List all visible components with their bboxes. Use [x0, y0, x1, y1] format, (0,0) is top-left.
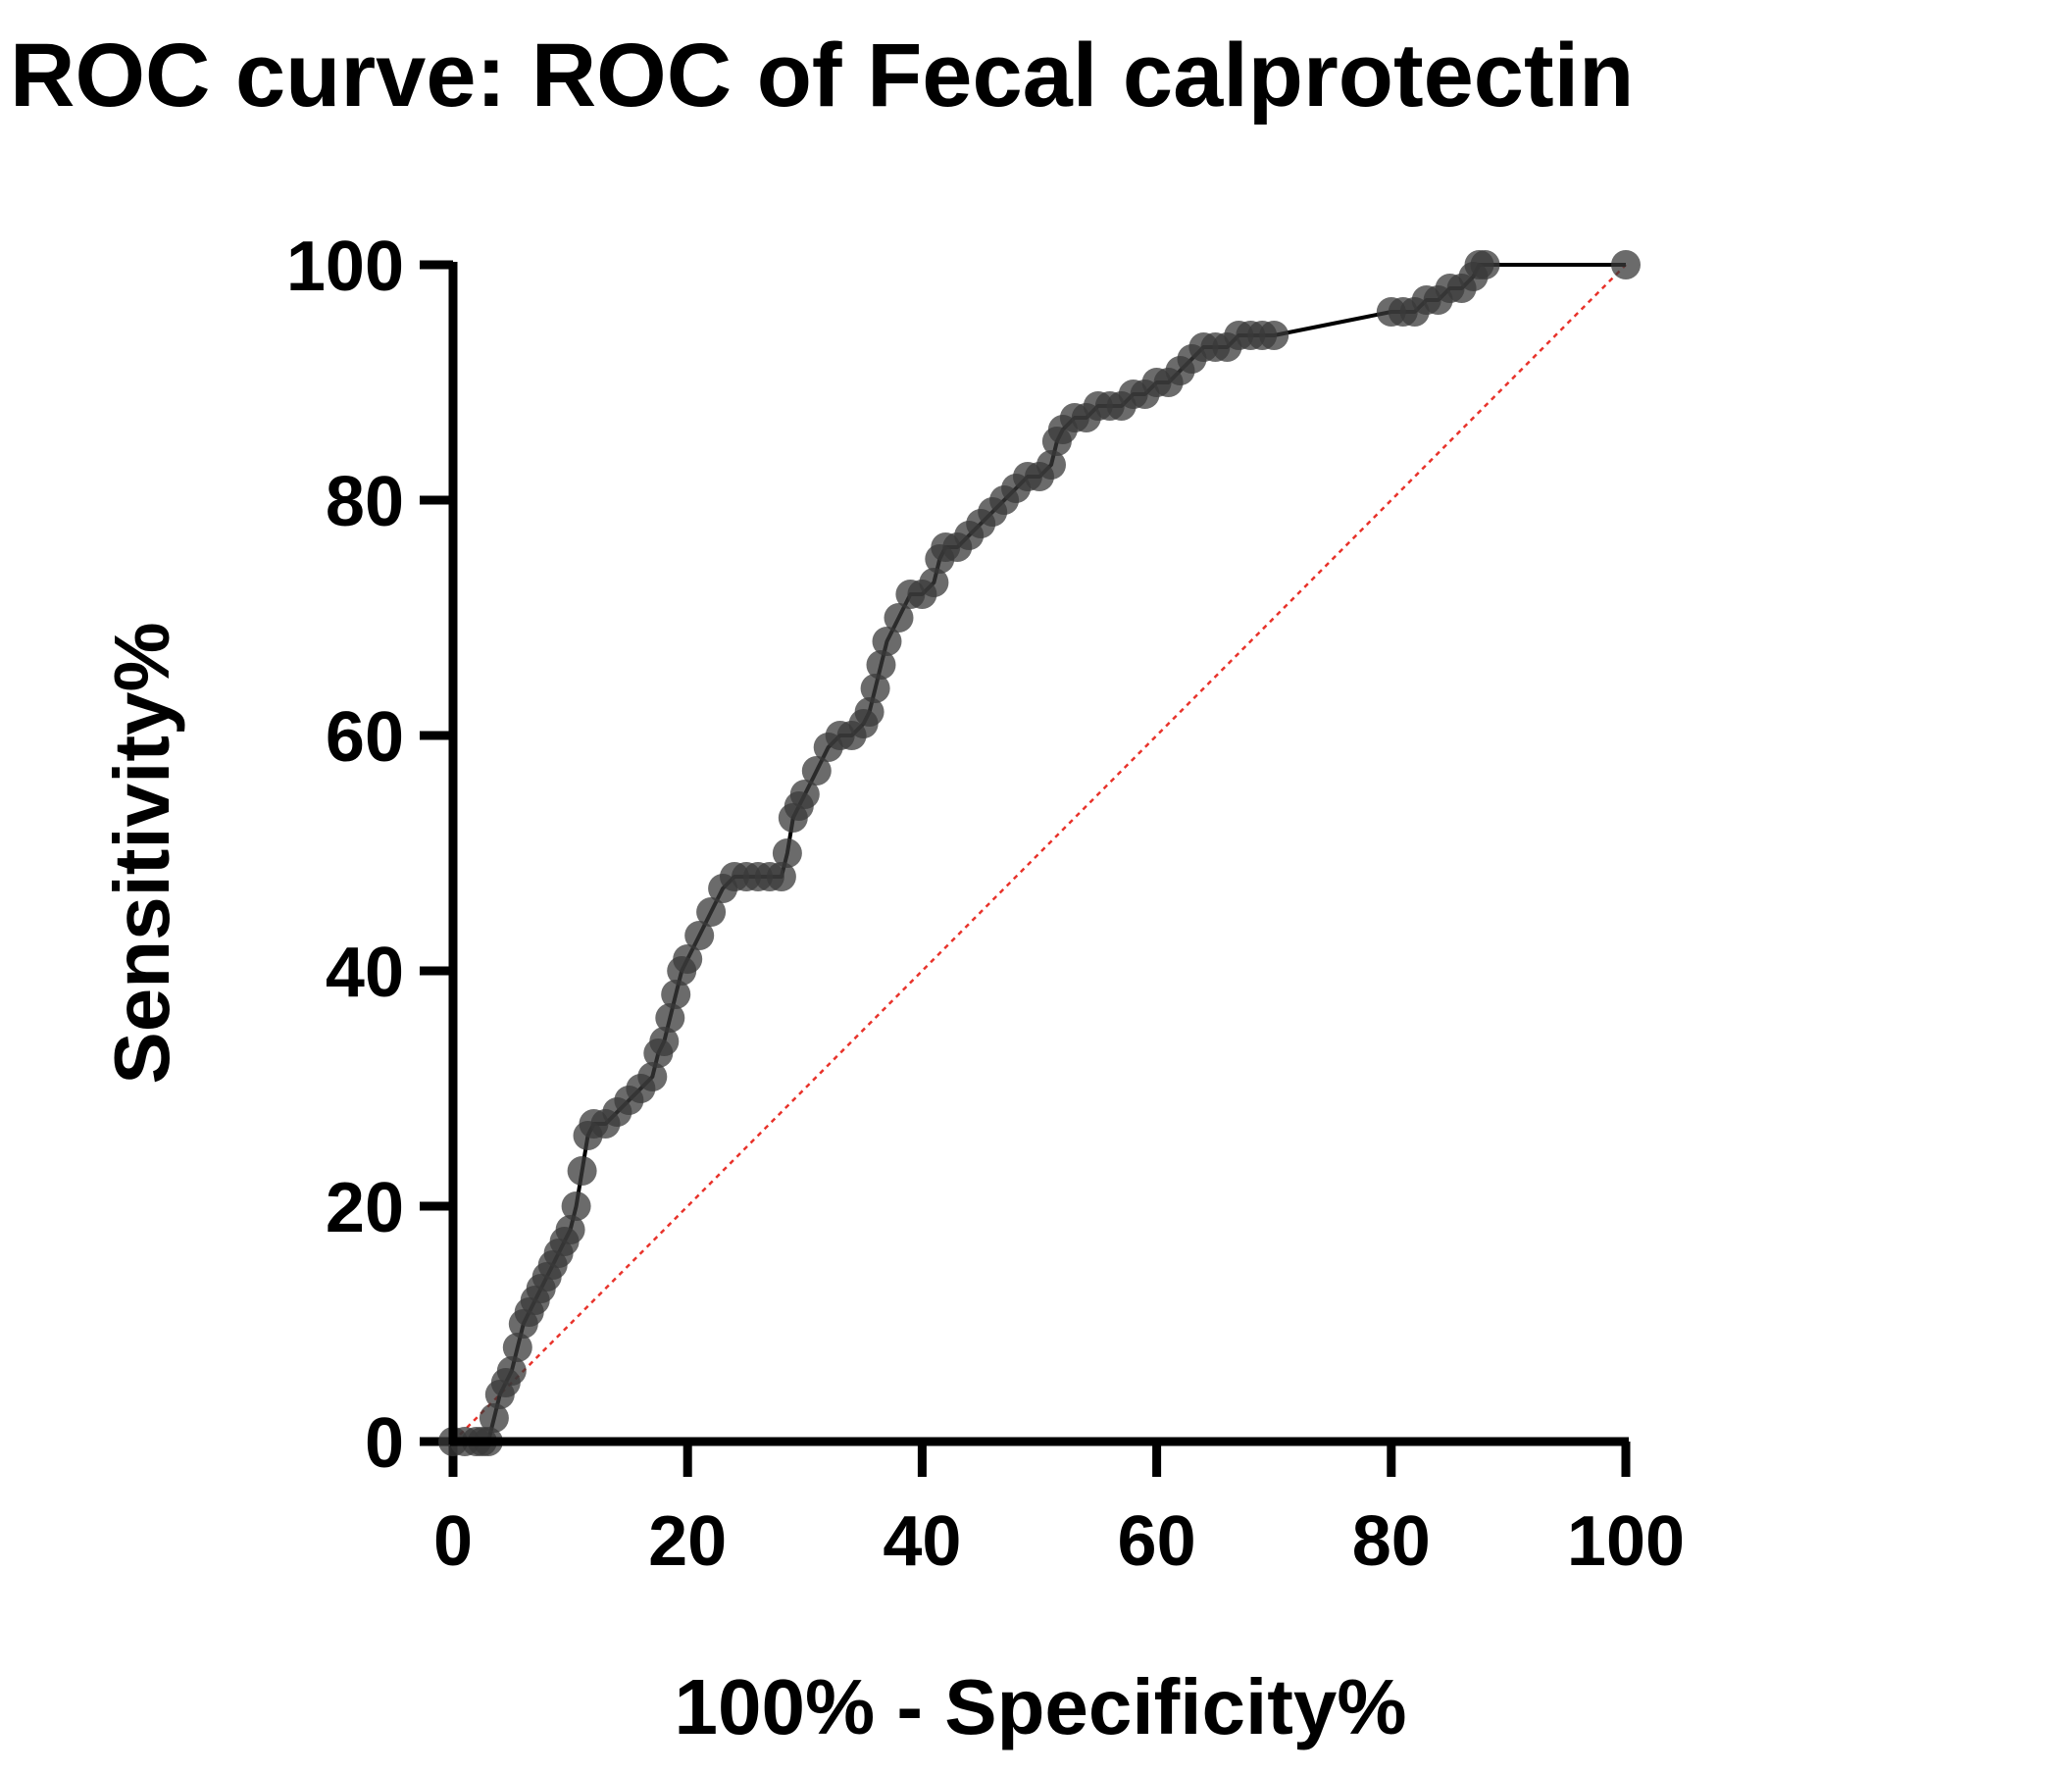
roc-point	[884, 603, 914, 633]
x-tick-label: 60	[1118, 1502, 1196, 1581]
roc-point	[555, 1215, 585, 1244]
x-tick-label: 100	[1567, 1502, 1685, 1581]
roc-point	[561, 1191, 591, 1221]
roc-point	[1611, 250, 1641, 279]
roc-point	[649, 1027, 680, 1056]
roc-point	[1470, 250, 1500, 279]
x-axis-label: 100% - Specificity%	[675, 1663, 1407, 1750]
y-axis-label: Sensitivity%	[98, 622, 185, 1084]
roc-point	[860, 674, 890, 703]
x-tick-label: 80	[1352, 1502, 1431, 1581]
roc-point	[637, 1062, 668, 1091]
roc-point	[919, 568, 949, 597]
roc-point	[673, 944, 703, 974]
roc-point	[479, 1403, 509, 1433]
roc-point	[661, 980, 691, 1009]
roc-point	[1036, 450, 1066, 480]
y-axis-ticks: 0 20 40 60 80 100	[286, 228, 453, 1483]
roc-point	[655, 1003, 685, 1033]
roc-point	[789, 780, 820, 809]
y-tick-label: 100	[286, 228, 404, 306]
roc-point	[772, 838, 802, 868]
roc-point	[696, 897, 727, 927]
y-tick-label: 60	[326, 698, 404, 777]
y-tick-label: 40	[326, 934, 404, 1012]
roc-point	[872, 627, 902, 656]
roc-point	[502, 1333, 532, 1362]
reference-diagonal-line	[452, 264, 1627, 1443]
y-tick-label: 20	[326, 1169, 404, 1247]
roc-point	[1259, 321, 1289, 350]
x-tick-label: 40	[883, 1502, 961, 1581]
x-axis-ticks: 0 20 40 60 80 100	[433, 1442, 1685, 1581]
roc-point	[496, 1356, 527, 1386]
axes	[448, 262, 1629, 1446]
x-tick-label: 0	[433, 1502, 473, 1581]
roc-point	[866, 650, 896, 680]
roc-point	[801, 756, 832, 785]
plot-area	[438, 250, 1641, 1456]
x-tick-label: 20	[648, 1502, 727, 1581]
chart-title: ROC curve: ROC of Fecal calprotectin	[10, 25, 1634, 126]
y-tick-label: 0	[365, 1404, 404, 1483]
roc-point	[854, 697, 884, 727]
y-tick-label: 80	[326, 463, 404, 541]
roc-point	[567, 1156, 597, 1186]
roc-point	[766, 862, 796, 891]
roc-point	[684, 921, 715, 950]
